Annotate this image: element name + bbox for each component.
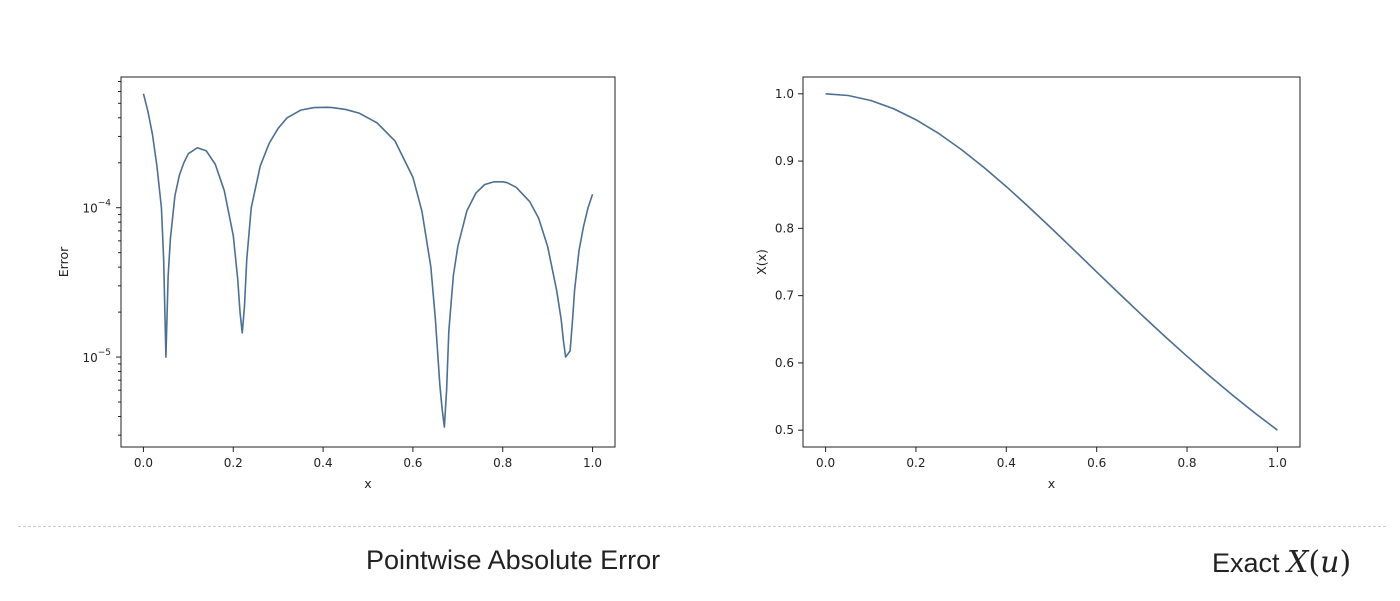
x-tick-label: 0.6 bbox=[403, 456, 422, 470]
x-tick-label: 0.4 bbox=[997, 456, 1016, 470]
x-axis-label: x bbox=[1048, 476, 1055, 491]
math-close-paren: ) bbox=[1339, 545, 1352, 580]
x-tick-label: 0.0 bbox=[134, 456, 153, 470]
y-tick-label: 10−4 bbox=[82, 199, 111, 216]
caption-pointwise-absolute-error: Pointwise Absolute Error bbox=[366, 545, 660, 576]
caption-math-expression: X(u) bbox=[1287, 545, 1351, 580]
y-tick-label: 10−5 bbox=[82, 348, 111, 365]
x-axis-label: x bbox=[364, 476, 371, 491]
series-line-0 bbox=[825, 93, 1278, 431]
y-axis-label: X(x) bbox=[754, 249, 769, 275]
caption-right-text: Exact bbox=[1212, 548, 1280, 578]
math-open-paren: ( bbox=[1308, 545, 1321, 580]
y-tick-label: 0.6 bbox=[775, 356, 794, 370]
y-tick-label: 0.8 bbox=[775, 221, 794, 235]
x-tick-label: 0.0 bbox=[816, 456, 835, 470]
y-tick-label: 0.7 bbox=[775, 289, 794, 303]
y-tick-label: 0.5 bbox=[775, 423, 794, 437]
y-tick-label: 1.0 bbox=[775, 87, 794, 101]
x-tick-label: 0.8 bbox=[493, 456, 512, 470]
y-tick-label-exponent: −4 bbox=[98, 199, 112, 209]
y-tick-label-exponent: −5 bbox=[98, 348, 111, 358]
x-tick-label: 1.0 bbox=[1268, 456, 1287, 470]
x-tick-label: 0.2 bbox=[224, 456, 243, 470]
exact-solution-chart: 0.0 0.2 0.4 0.6 0.8 1.0 0.5 0.6 0.7 0.8 0.9 1.0 x X(x… bbox=[754, 76, 1301, 491]
caption-exact-solution: Exact X(u) bbox=[1212, 545, 1351, 580]
plot-frame bbox=[120, 76, 616, 448]
y-tick-label-base: 10 bbox=[82, 351, 97, 365]
y-tick-label-base: 10 bbox=[82, 202, 97, 216]
math-symbol: X bbox=[1287, 545, 1309, 580]
x-tick-label: 0.4 bbox=[314, 456, 333, 470]
y-axis-label: Error bbox=[56, 246, 71, 277]
math-variable: u bbox=[1320, 545, 1340, 580]
series-line-0 bbox=[142, 93, 594, 428]
y-tick-label: 0.9 bbox=[775, 154, 794, 168]
x-tick-label: 0.8 bbox=[1177, 456, 1196, 470]
section-divider bbox=[18, 526, 1386, 527]
x-tick-label: 0.6 bbox=[1087, 456, 1106, 470]
x-tick-label: 0.2 bbox=[906, 456, 925, 470]
caption-left-text: Pointwise Absolute Error bbox=[366, 545, 661, 575]
plot-frame bbox=[802, 76, 1301, 448]
x-tick-label: 1.0 bbox=[583, 456, 602, 470]
